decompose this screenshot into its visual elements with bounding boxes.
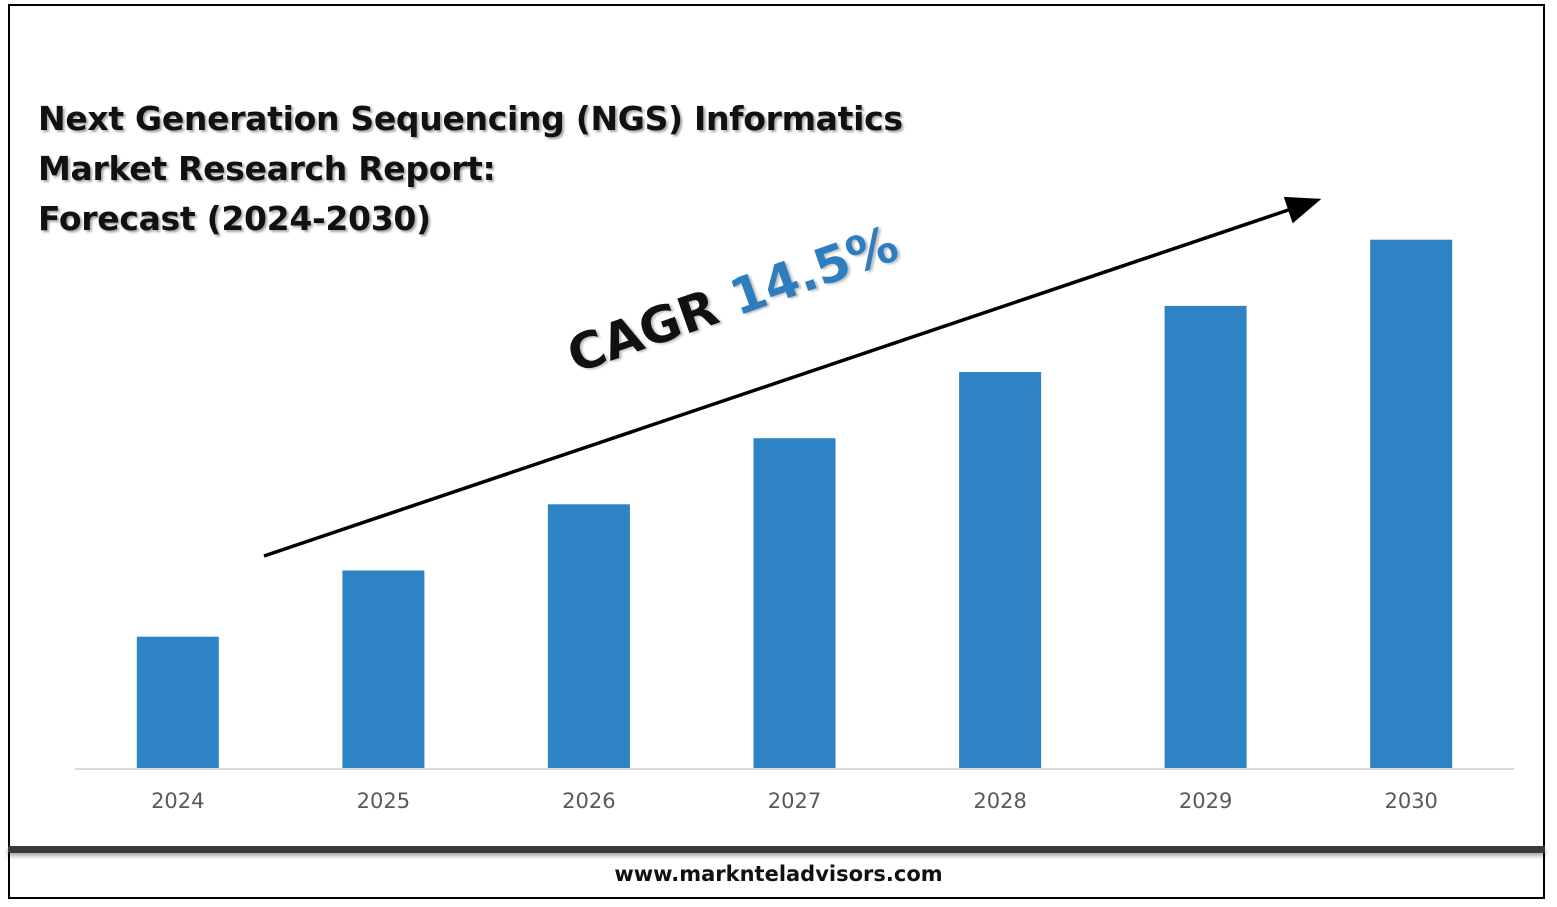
footer-divider [8,846,1545,853]
title-line-1: Next Generation Sequencing (NGS) Informa… [38,99,903,138]
title-line-2: Market Research Report: [38,149,496,188]
trend-arrow [263,196,1322,558]
x-tick-labels: 2024 2025 2026 2027 2028 2029 2030 [151,789,1438,813]
bar-2026 [547,504,630,769]
bar-2030 [1370,239,1453,769]
x-tick-2024: 2024 [151,789,204,813]
footer-url: www.marknteladvisors.com [614,862,943,886]
x-tick-2027: 2027 [768,789,821,813]
x-tick-2029: 2029 [1179,789,1232,813]
chart-title: Next Generation Sequencing (NGS) Informa… [38,94,903,244]
x-tick-2026: 2026 [562,789,615,813]
x-tick-2028: 2028 [973,789,1026,813]
x-tick-2030: 2030 [1384,789,1437,813]
bars [136,239,1453,769]
bar-2027 [753,438,836,769]
bar-2024 [136,636,219,769]
bar-2029 [1164,305,1247,769]
x-tick-2025: 2025 [357,789,410,813]
bar-2028 [959,372,1042,769]
title-line-3: Forecast (2024-2030) [38,199,431,238]
bar-2025 [342,570,425,769]
